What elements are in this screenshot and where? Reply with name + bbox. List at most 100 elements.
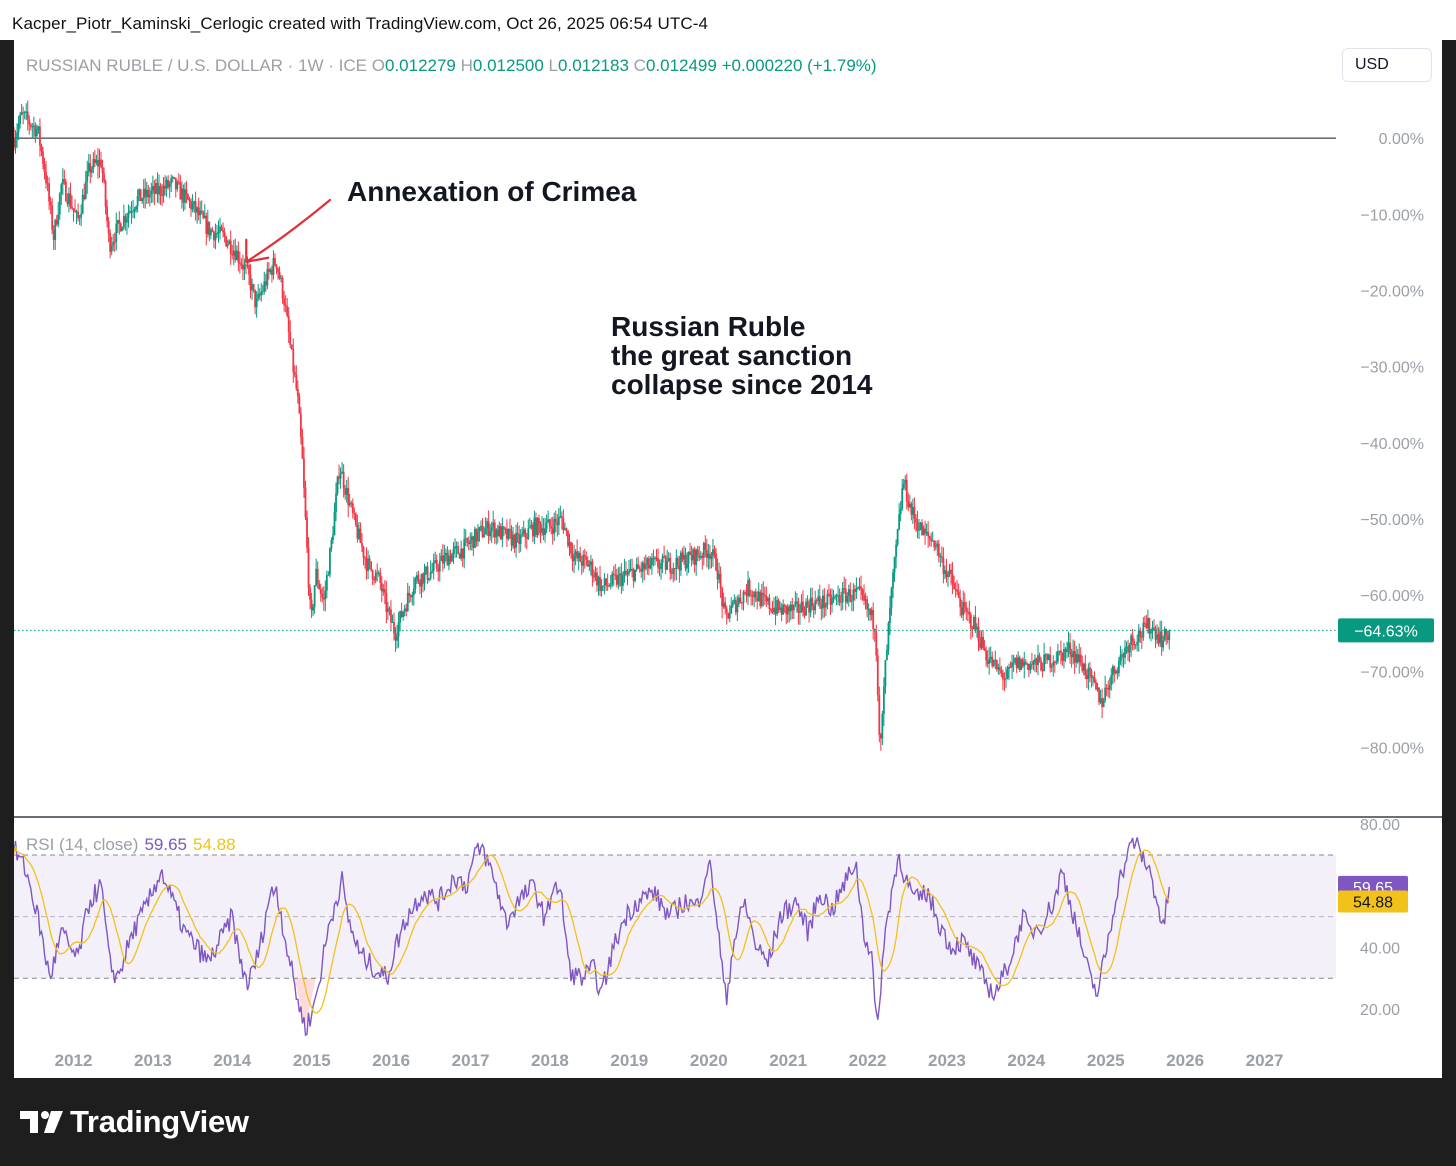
candle-up	[1056, 651, 1059, 662]
currency-button[interactable]: USD	[1342, 48, 1432, 82]
candle-down	[838, 595, 841, 603]
candle-down	[770, 608, 772, 610]
candle-up	[976, 626, 978, 630]
candle-up	[1150, 631, 1152, 634]
candle-down	[550, 526, 553, 529]
candle-up	[483, 534, 485, 537]
candle-down	[580, 561, 583, 566]
close-value: 0.012499	[645, 56, 717, 75]
candle-up	[672, 568, 675, 574]
candle-down	[725, 608, 728, 613]
candle-up	[142, 188, 145, 199]
candle-up	[19, 114, 22, 125]
candle-down	[954, 589, 957, 591]
candle-up	[412, 588, 415, 595]
candle-down	[97, 159, 99, 167]
time-axis-tick-label: 2019	[610, 1051, 648, 1070]
candle-down	[756, 598, 759, 602]
candle-up	[443, 554, 446, 564]
candle-up	[834, 596, 836, 598]
candle-down	[956, 589, 959, 592]
candle-down	[1060, 650, 1062, 653]
candle-up	[399, 611, 402, 623]
candle-up	[522, 529, 525, 535]
candle-down	[585, 556, 588, 561]
annotation-crimea: Annexation of Crimea	[347, 176, 637, 207]
candle-up	[890, 588, 893, 608]
candle-up	[37, 126, 40, 130]
candle-down	[42, 151, 44, 165]
candle-down	[318, 583, 321, 590]
candle-up	[87, 163, 90, 172]
candle-down	[1031, 664, 1033, 666]
candle-up	[228, 240, 231, 244]
candle-up	[145, 189, 148, 198]
candle-up	[333, 511, 336, 536]
candle-down	[1148, 617, 1151, 634]
candle-up	[25, 111, 28, 113]
candle-down	[316, 568, 319, 584]
candle-down	[69, 193, 72, 207]
candle-down	[342, 471, 345, 489]
candle-up	[184, 189, 186, 203]
candle-down	[187, 194, 189, 200]
candle-up	[1052, 661, 1055, 667]
candle-up	[1006, 669, 1009, 679]
close-label: C	[633, 56, 646, 75]
candle-down	[971, 628, 974, 630]
candle-down	[625, 570, 627, 575]
candle-down	[693, 549, 696, 565]
candle-down	[965, 606, 968, 612]
candle-up	[391, 622, 394, 624]
candle-up	[722, 602, 725, 607]
candle-up	[881, 714, 884, 739]
candle-down	[284, 304, 287, 307]
candle-down	[159, 186, 162, 196]
candle-up	[948, 569, 951, 574]
candle-down	[966, 611, 969, 613]
candle-down	[910, 503, 913, 515]
candle-down	[167, 179, 170, 188]
candle-up	[702, 543, 705, 558]
candle-up	[490, 527, 493, 532]
candle-down	[513, 534, 516, 548]
candle-up	[911, 507, 914, 515]
candle-up	[545, 522, 548, 529]
candle-down	[182, 188, 185, 203]
candle-down	[220, 226, 223, 231]
candle-down	[709, 553, 711, 559]
candle-up	[901, 488, 904, 509]
rsi-axis-tick-label: 20.00	[1360, 1002, 1400, 1019]
candle-up	[17, 124, 20, 133]
time-axis-tick-label: 2026	[1166, 1051, 1204, 1070]
candle-down	[248, 265, 250, 275]
candle-down	[542, 528, 545, 535]
candle-down	[759, 591, 762, 606]
candle-up	[341, 471, 344, 474]
candle-down	[351, 503, 354, 513]
chart-card[interactable]: 0.00% −10.00% −20.00% −30.00% −40.00% −50.00%…	[14, 40, 1442, 1078]
candle-down	[1053, 661, 1056, 663]
chart-canvas[interactable]: 0.00% −10.00% −20.00% −30.00% −40.00% −50.00%…	[14, 40, 1442, 1078]
candle-up	[1005, 678, 1007, 680]
candle-down	[915, 518, 917, 523]
candle-down	[615, 574, 618, 585]
candle-up	[889, 607, 891, 623]
candle-down	[1035, 658, 1038, 666]
price-axis-tick-label: −40.00%	[1360, 436, 1424, 453]
candle-up	[1168, 630, 1171, 641]
rsi-axis-tick-label: 40.00	[1360, 940, 1400, 957]
candle-up	[568, 542, 571, 546]
candle-up	[507, 528, 510, 539]
candle-up	[478, 527, 481, 532]
candle-up	[61, 179, 64, 185]
candle-down	[1166, 635, 1169, 641]
candle-up	[501, 526, 504, 540]
candle-down	[322, 597, 325, 600]
candle-down	[83, 194, 86, 200]
candle-down	[620, 573, 623, 586]
candle-up	[757, 591, 760, 602]
candle-down	[921, 522, 923, 536]
candle-down	[173, 176, 176, 178]
candle-up	[1151, 627, 1154, 632]
